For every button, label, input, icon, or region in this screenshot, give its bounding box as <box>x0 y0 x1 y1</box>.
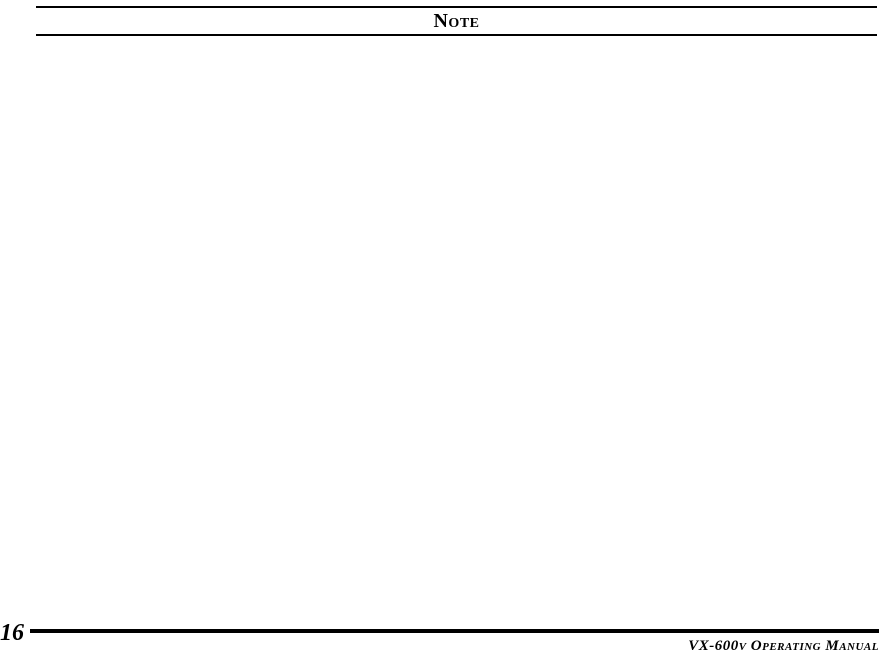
page: Note 16 VX-600v Operating Manual <box>0 0 879 663</box>
header-title: Note <box>433 10 479 32</box>
page-number: 16 <box>0 621 24 645</box>
header-box: Note <box>36 6 877 36</box>
footer-rule <box>30 629 879 633</box>
manual-title: VX-600v Operating Manual <box>688 638 879 655</box>
